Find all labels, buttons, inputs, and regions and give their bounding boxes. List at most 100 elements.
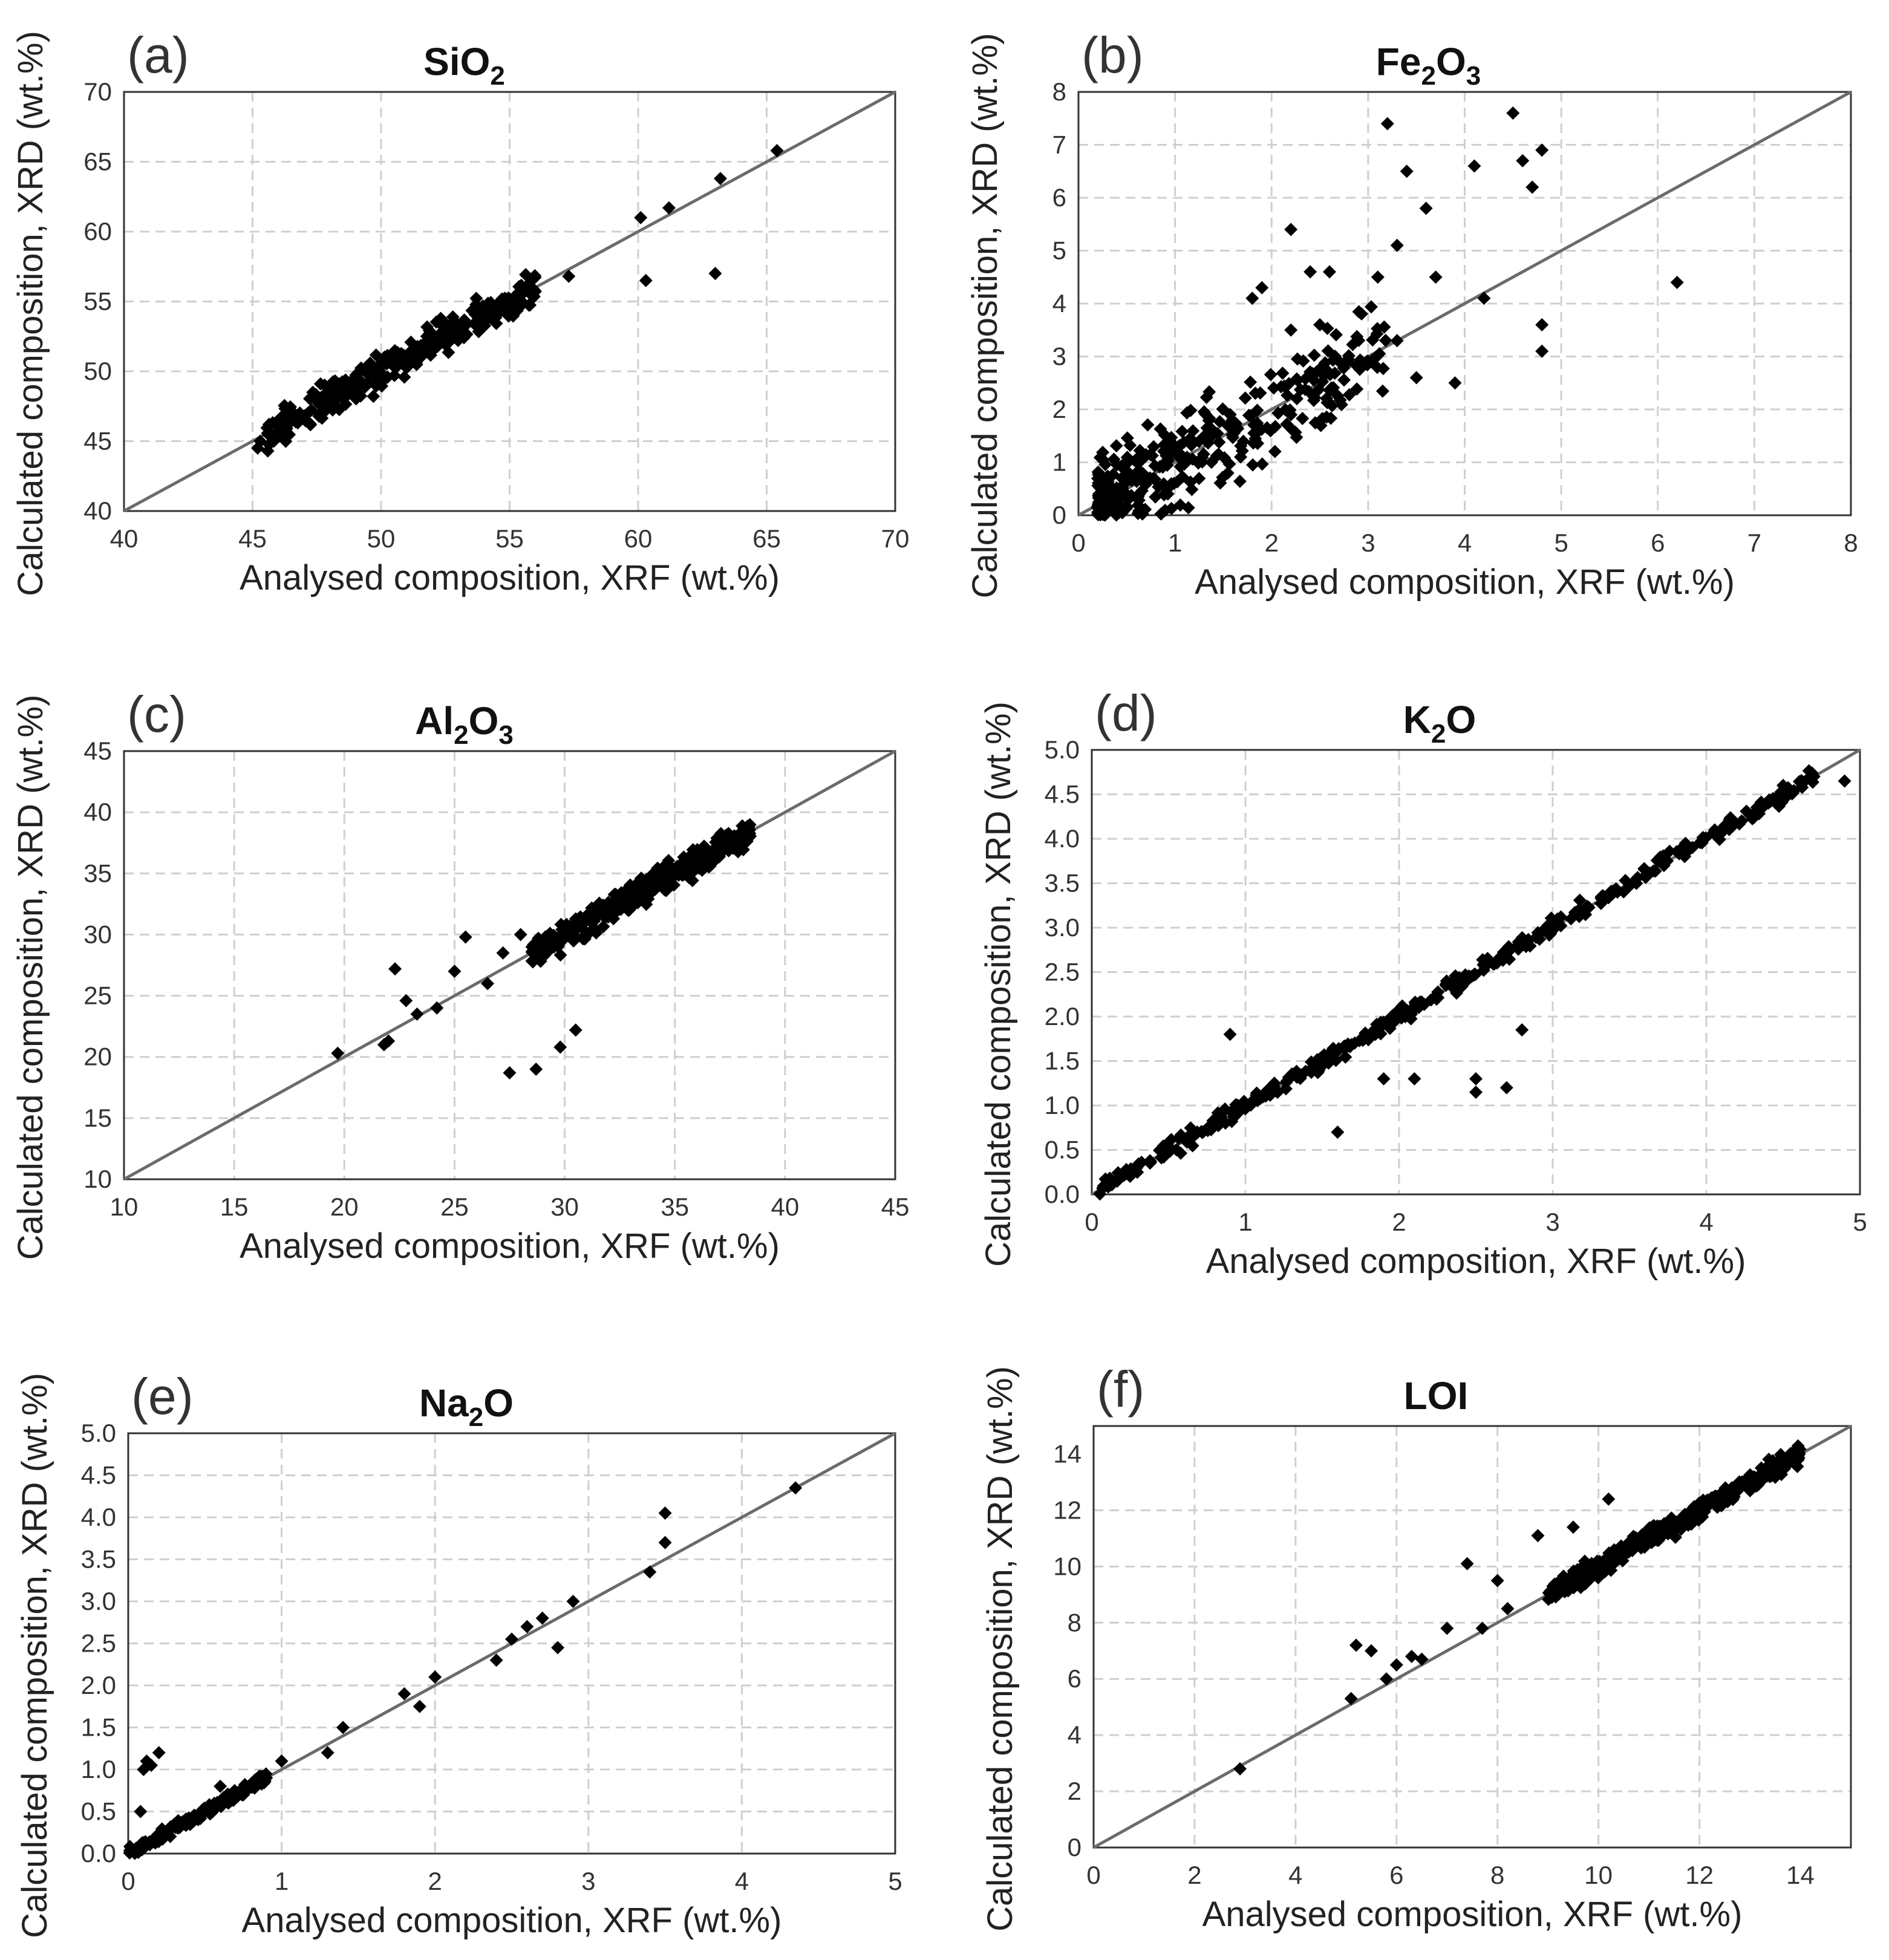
data-point xyxy=(382,1034,396,1048)
y-tick-label: 5.0 xyxy=(1045,735,1080,764)
y-tick-label: 3.0 xyxy=(81,1587,116,1615)
data-point xyxy=(1153,422,1167,436)
x-tick-label: 10 xyxy=(110,1193,139,1221)
data-point xyxy=(631,884,645,897)
x-tick-label: 4 xyxy=(1699,1208,1713,1236)
x-tick-label: 2 xyxy=(1187,1861,1201,1889)
data-point xyxy=(514,285,527,299)
data-point xyxy=(413,1699,426,1713)
chart-title: SiO2 xyxy=(423,40,505,91)
y-tick-label: 4.5 xyxy=(1045,780,1080,809)
data-point xyxy=(739,822,752,836)
data-point xyxy=(1515,1023,1529,1037)
data-point xyxy=(505,1632,518,1646)
data-point xyxy=(371,362,385,376)
data-point xyxy=(657,863,671,877)
data-point xyxy=(1341,352,1355,366)
data-point xyxy=(1251,437,1265,451)
y-tick-label: 2.0 xyxy=(81,1671,116,1699)
data-point xyxy=(1624,1540,1638,1554)
data-point xyxy=(1164,434,1178,448)
y-tick-label: 40 xyxy=(83,798,112,826)
data-point xyxy=(1303,265,1317,279)
data-point xyxy=(1279,1082,1293,1096)
data-point xyxy=(1469,1072,1483,1086)
data-point xyxy=(323,396,337,410)
data-point xyxy=(388,368,402,382)
data-point xyxy=(1344,1691,1358,1705)
data-point xyxy=(526,955,540,969)
data-point xyxy=(1374,1027,1388,1041)
data-point xyxy=(351,366,365,380)
data-point xyxy=(1350,330,1364,343)
x-tick-label: 55 xyxy=(495,524,524,553)
y-tick-label: 1.0 xyxy=(81,1755,116,1783)
data-point xyxy=(1561,1575,1575,1589)
data-point xyxy=(1365,1644,1378,1658)
data-point xyxy=(428,1670,442,1684)
data-point xyxy=(535,1611,549,1625)
x-tick-label: 12 xyxy=(1685,1861,1714,1889)
data-point xyxy=(1469,968,1483,982)
data-point xyxy=(1092,467,1106,481)
data-point xyxy=(537,949,550,963)
data-point xyxy=(332,377,346,391)
data-point xyxy=(1271,406,1285,420)
y-tick-label: 1.5 xyxy=(1045,1047,1080,1075)
data-point xyxy=(639,273,653,287)
y-tick-label: 0.5 xyxy=(81,1797,116,1826)
data-point xyxy=(714,172,727,186)
x-axis-label: Analysed composition, XRF (wt.%) xyxy=(1195,562,1735,602)
data-point xyxy=(525,940,539,954)
data-point xyxy=(1490,1574,1504,1587)
x-tick-label: 10 xyxy=(1584,1861,1613,1889)
plot-frame xyxy=(123,750,896,1180)
data-point xyxy=(1282,1070,1296,1084)
data-point xyxy=(1392,1003,1406,1017)
data-point xyxy=(1670,276,1684,289)
x-tick-label: 7 xyxy=(1747,529,1761,557)
y-tick-label: 8 xyxy=(1052,77,1066,106)
data-point xyxy=(1726,1489,1740,1503)
data-point xyxy=(331,1046,345,1060)
data-point xyxy=(397,1687,411,1701)
panel-letter: (f) xyxy=(1097,1361,1144,1418)
data-point xyxy=(1164,443,1178,457)
data-point xyxy=(175,1815,189,1829)
data-point xyxy=(1599,1552,1613,1566)
y-tick-label: 6 xyxy=(1068,1664,1082,1693)
data-point xyxy=(1792,775,1806,789)
data-point xyxy=(1184,475,1198,489)
data-point xyxy=(1365,300,1378,314)
data-point xyxy=(1415,1652,1429,1666)
data-point xyxy=(1107,452,1121,466)
data-point xyxy=(1506,106,1520,120)
y-tick-label: 8 xyxy=(1068,1608,1082,1636)
data-point xyxy=(313,409,327,423)
data-point xyxy=(1349,359,1363,373)
y-axis-label: Calculated composition, XRD (wt.%) xyxy=(15,1373,54,1938)
panel-e: 0 1 2 3 4 5 0.0 0.5 1.0 1.5 2.0 2.5 3.0 3.5 4.0 4.5 5.0 (… xyxy=(15,1368,902,1940)
y-tick-label: 0.0 xyxy=(1045,1180,1080,1208)
data-point xyxy=(1250,1093,1264,1107)
data-point xyxy=(1329,1053,1343,1067)
y-tick-label: 3.0 xyxy=(1045,913,1080,942)
data-point xyxy=(1605,887,1619,901)
data-point xyxy=(1204,455,1218,469)
y-tick-label: 25 xyxy=(83,982,112,1010)
data-point xyxy=(1371,270,1385,284)
x-tick-label: 5 xyxy=(1554,529,1568,557)
data-point xyxy=(566,1595,580,1608)
plot-frame xyxy=(1092,1425,1852,1849)
data-point xyxy=(1135,453,1149,467)
x-tick-label: 4 xyxy=(1288,1861,1302,1889)
data-point xyxy=(1550,912,1564,926)
data-point xyxy=(1123,438,1137,452)
data-point xyxy=(134,1805,148,1818)
data-point xyxy=(1324,411,1338,425)
x-tick-label: 1 xyxy=(275,1867,289,1895)
data-point xyxy=(1247,426,1261,440)
y-tick-label: 2.0 xyxy=(1045,1002,1080,1030)
data-point xyxy=(1284,223,1298,236)
data-point xyxy=(1323,265,1337,279)
